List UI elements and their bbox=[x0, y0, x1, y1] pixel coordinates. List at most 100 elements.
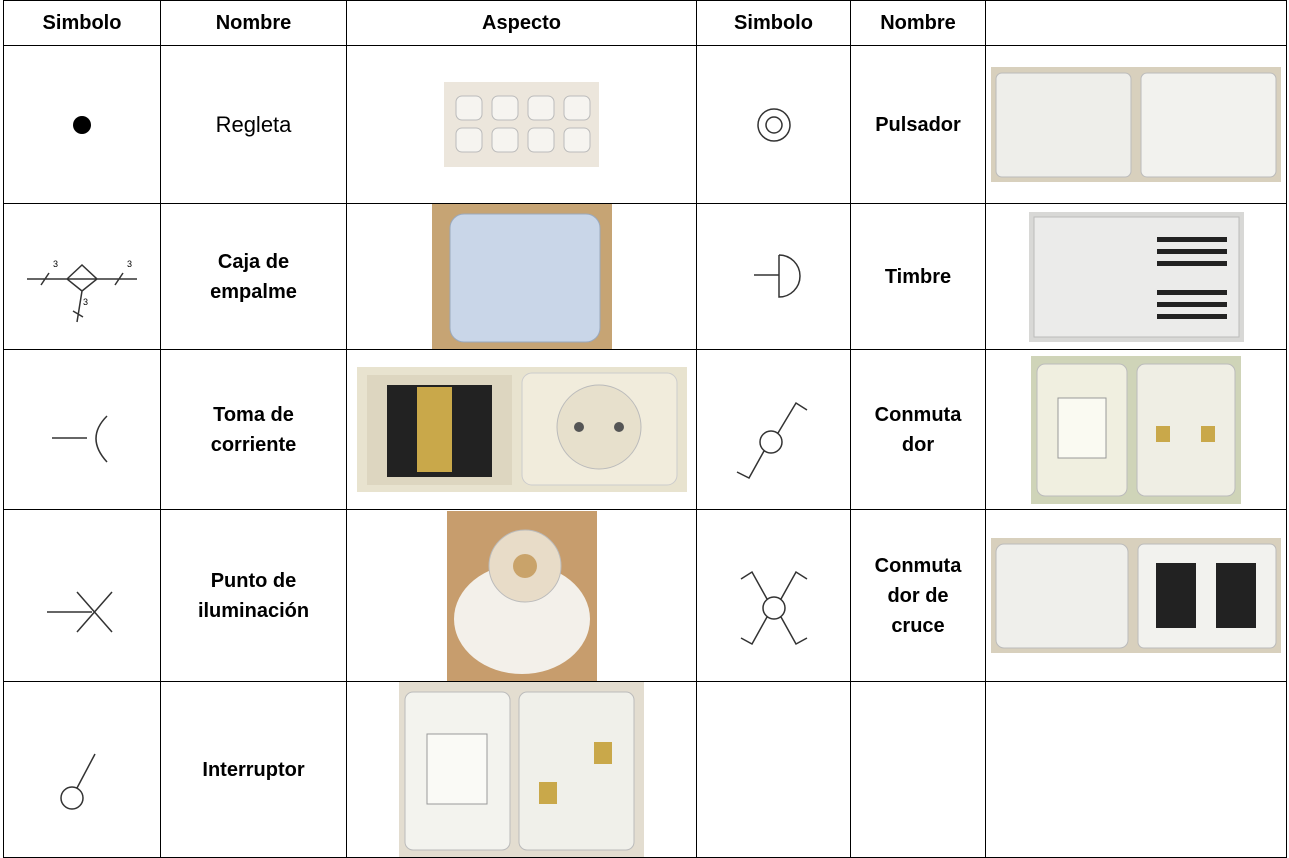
cell bbox=[3, 681, 161, 858]
drawing-path bbox=[736, 401, 807, 479]
drawing-path bbox=[47, 591, 113, 632]
cell bbox=[985, 509, 1287, 682]
name-cell: Conmuta dor de cruce bbox=[850, 509, 986, 682]
cell bbox=[985, 203, 1287, 350]
drawing-circle bbox=[613, 422, 624, 432]
name-line: Timbre bbox=[884, 265, 952, 288]
table-row: Interruptor bbox=[3, 681, 1287, 858]
drawing-path bbox=[740, 570, 807, 645]
drawing-rect bbox=[491, 127, 519, 153]
name-cell: Interruptor bbox=[160, 681, 347, 858]
drawing-rect bbox=[518, 691, 635, 851]
cell bbox=[850, 681, 986, 858]
cell bbox=[696, 203, 851, 350]
drawing-rect bbox=[416, 387, 452, 472]
cell bbox=[346, 509, 697, 682]
name-line: dor bbox=[901, 433, 935, 456]
photo bbox=[991, 538, 1281, 653]
header-cell: Nombre bbox=[160, 0, 347, 46]
drawing-rect bbox=[1156, 248, 1227, 254]
drawing-rect bbox=[563, 95, 591, 121]
drawing-circle bbox=[73, 115, 91, 134]
name-line: Conmuta bbox=[874, 554, 962, 577]
photo bbox=[444, 82, 599, 167]
header-cell: Simbolo bbox=[3, 0, 161, 46]
photo bbox=[356, 367, 687, 492]
drawing-circle bbox=[761, 595, 786, 620]
drawing-ellipse bbox=[453, 563, 590, 674]
cell bbox=[3, 509, 161, 682]
drawing-rect bbox=[995, 72, 1132, 178]
name-line: dor de bbox=[887, 584, 949, 607]
drawing-circle bbox=[556, 384, 641, 470]
drawing-rect bbox=[995, 543, 1129, 649]
table-row: Punto de iluminación Conmuta dor de cruce bbox=[3, 509, 1287, 682]
cell bbox=[3, 45, 161, 204]
name-cell: Punto de iluminación bbox=[160, 509, 347, 682]
name-cell: Pulsador bbox=[850, 45, 986, 204]
symbols-table: Simbolo Nombre Aspecto Simbolo Nombre Reglet… bbox=[3, 0, 1287, 858]
photo bbox=[431, 204, 612, 349]
drawing-circle bbox=[758, 429, 783, 454]
drawing-rect bbox=[449, 213, 600, 343]
name-line: Regleta bbox=[215, 111, 292, 137]
cell bbox=[985, 349, 1287, 510]
drawing-rect bbox=[1156, 236, 1227, 242]
name-line: empalme bbox=[210, 280, 297, 303]
header-cell: Simbolo bbox=[696, 0, 851, 46]
header-row: Simbolo Nombre Aspecto Simbolo Nombre bbox=[3, 0, 1287, 46]
drawing-rect bbox=[455, 95, 483, 121]
drawing-rect bbox=[1136, 363, 1236, 496]
drawing-circle bbox=[573, 422, 584, 432]
drawing-circle bbox=[60, 785, 84, 810]
name-line: iluminación bbox=[197, 599, 310, 622]
drawing-circle bbox=[764, 115, 783, 134]
drawing-rect bbox=[1156, 289, 1227, 295]
drawing-text: 3 bbox=[127, 259, 132, 269]
drawing-path bbox=[753, 253, 801, 298]
drawing-path bbox=[27, 263, 137, 322]
drawing-rect bbox=[1156, 425, 1170, 442]
name-line: cruce bbox=[891, 614, 945, 637]
name-line: Caja de bbox=[217, 250, 290, 273]
symbol bbox=[740, 570, 807, 645]
table-row: Toma de corriente Conmuta dor bbox=[3, 349, 1287, 510]
cell bbox=[985, 681, 1287, 858]
cell: 3 3 3 bbox=[3, 203, 161, 350]
name-line: Toma de bbox=[213, 403, 294, 426]
drawing-text: 3 bbox=[53, 259, 58, 269]
cell bbox=[985, 45, 1287, 204]
photo bbox=[1028, 211, 1244, 342]
drawing-circle bbox=[756, 107, 791, 142]
cell bbox=[346, 349, 697, 510]
drawing-circle bbox=[512, 553, 537, 578]
table-row: Regleta Pulsador bbox=[3, 45, 1287, 204]
photo bbox=[991, 67, 1281, 182]
drawing-rect bbox=[1216, 563, 1256, 628]
cell bbox=[696, 349, 851, 510]
drawing-rect bbox=[444, 82, 599, 167]
photo bbox=[446, 510, 597, 681]
drawing-thead: Simbolo Nombre Aspecto Simbolo Nombre bbox=[3, 0, 1287, 46]
cell bbox=[696, 45, 851, 204]
symbol bbox=[52, 414, 108, 463]
symbol bbox=[73, 115, 91, 134]
drawing-rect bbox=[426, 733, 488, 805]
name-cell: Regleta bbox=[160, 45, 347, 204]
drawing-tbody: Regleta Pulsador 3 3 3 Caja de empalme Timbr… bbox=[3, 45, 1287, 858]
photo bbox=[1031, 355, 1241, 504]
drawing-path bbox=[52, 414, 108, 463]
drawing-rect bbox=[491, 95, 519, 121]
drawing-rect bbox=[455, 127, 483, 153]
name-line: corriente bbox=[210, 433, 297, 456]
cell bbox=[346, 203, 697, 350]
cell bbox=[696, 681, 851, 858]
name-cell: Toma de corriente bbox=[160, 349, 347, 510]
cell bbox=[346, 45, 697, 204]
name-cell: Timbre bbox=[850, 203, 986, 350]
header-cell: Nombre bbox=[850, 0, 986, 46]
header-cell bbox=[985, 0, 1287, 46]
drawing-rect bbox=[539, 782, 557, 804]
drawing-rect bbox=[1057, 397, 1107, 458]
